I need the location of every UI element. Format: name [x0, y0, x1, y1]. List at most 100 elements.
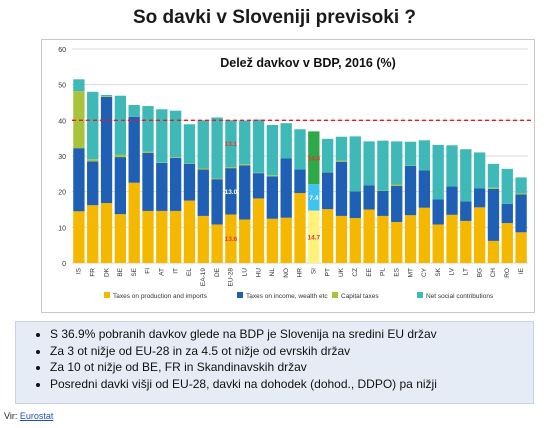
bar-segment	[114, 154, 127, 158]
y-tick-label: 0	[62, 261, 66, 268]
bar-segment	[349, 218, 361, 263]
x-tick-label: NL	[269, 268, 276, 277]
bar-segment	[128, 104, 140, 117]
x-tick-label: PL	[380, 268, 387, 276]
bar-segment	[515, 232, 527, 263]
x-tick-label: SE	[131, 267, 138, 276]
bar-segment	[349, 136, 361, 192]
x-tick-label: CH	[490, 268, 497, 278]
x-tick-label: EL	[186, 268, 193, 276]
x-tick-label: BE	[117, 267, 124, 276]
legend-label: Net social contributions	[426, 293, 494, 300]
slide-title: So davki v Sloveniji previsoki ?	[133, 7, 416, 28]
bar-segment	[114, 95, 127, 155]
notes-list: S 36.9% pobranih davkov glede na BDP je …	[34, 326, 533, 392]
bar-segment	[280, 158, 292, 218]
bar-segment	[266, 124, 279, 176]
data-label: 13.0	[225, 189, 238, 196]
bar-segment	[114, 157, 127, 215]
bar-segment	[266, 176, 279, 219]
bar-segment	[169, 157, 182, 211]
bar-segment	[308, 184, 320, 211]
x-tick-label: DK	[103, 267, 110, 277]
bar-segment	[128, 182, 140, 263]
bar-segment	[183, 200, 196, 263]
bar-segment	[432, 144, 444, 200]
x-tick-label: MT	[407, 268, 414, 277]
bar-segment	[460, 149, 472, 202]
bar-segment	[349, 191, 361, 219]
bar-segment	[197, 169, 209, 216]
bar-segment	[377, 140, 389, 191]
x-tick-label: NO	[283, 268, 290, 278]
x-tick-label: AT	[159, 268, 166, 276]
x-tick-label: SK	[435, 267, 442, 276]
bar-segment	[87, 91, 99, 160]
note-item: Za 3 ot nižje od EU-28 in za 4.5 ot nižj…	[50, 343, 533, 360]
data-label: 13.6	[225, 236, 238, 243]
bar-segment	[183, 124, 196, 164]
bar-segment	[211, 117, 223, 179]
legend-label: Taxes on production and imports	[113, 293, 208, 300]
bar-segment	[335, 136, 348, 161]
bar-segment	[239, 219, 251, 263]
bar-segment	[100, 96, 113, 204]
bar-segment	[335, 160, 348, 162]
bar-segment	[391, 184, 403, 186]
bar-segment	[225, 167, 237, 169]
data-label: 14.8	[307, 155, 320, 162]
y-tick-label: 20	[58, 190, 66, 197]
bar-segment	[239, 164, 251, 166]
bar-segment	[446, 186, 458, 215]
bar-segment	[142, 151, 154, 153]
bar-segment	[404, 215, 417, 263]
x-tick-label: LU	[241, 268, 248, 277]
x-tick-label: LV	[449, 267, 456, 275]
bar-segment	[335, 161, 348, 216]
x-tick-label: EU-28	[228, 268, 235, 287]
legend-label: Capital taxes	[341, 293, 379, 300]
chart-frame: 0 10 20 30 40 50 60 Delež davkov v BDP, 2016 (%…	[41, 39, 535, 313]
bar-segment	[321, 209, 334, 263]
bar-segment	[252, 119, 265, 173]
bar-segment	[100, 203, 113, 263]
bar-segment	[487, 240, 500, 263]
bar-segment	[280, 217, 292, 263]
bar-segment	[515, 177, 527, 194]
bar-segment	[114, 214, 127, 263]
x-tick-label: FI	[145, 268, 152, 274]
legend-swatch	[237, 292, 243, 298]
bar-segment	[266, 218, 279, 263]
legend-swatch	[332, 292, 338, 298]
bar-segment	[87, 159, 99, 162]
bar-segment	[473, 207, 486, 263]
chart-title: Delež davkov v BDP, 2016 (%)	[220, 56, 396, 70]
bar-segment	[294, 169, 306, 194]
note-item: Za 10 ot nižje od BE, FR in Skandinavski…	[50, 359, 533, 376]
x-tick-label: DE	[214, 267, 221, 277]
bar-segment	[501, 223, 513, 263]
x-tick-label: UK	[338, 267, 345, 277]
bar-segment	[294, 129, 306, 170]
bar-segment	[252, 173, 265, 199]
bar-segment	[87, 205, 99, 263]
data-label: 7.4	[309, 195, 318, 202]
bar-segment	[142, 210, 154, 263]
bar-segment	[418, 207, 431, 263]
bar-segment	[446, 214, 458, 263]
bar-segment	[321, 138, 334, 173]
legend-label: Taxes on income, wealth etc	[246, 293, 328, 300]
bar-segment	[225, 168, 237, 215]
bar-segment	[363, 185, 375, 210]
bar-segment	[473, 188, 486, 208]
bar-segment	[197, 120, 209, 169]
bar-segment	[73, 79, 85, 92]
bar-segment	[473, 152, 486, 189]
bar-segment	[391, 141, 403, 185]
bar-segment	[460, 220, 472, 263]
bar-segment	[239, 120, 251, 165]
bar-segment	[156, 210, 168, 263]
bar-segment	[169, 157, 182, 158]
bar-segment	[404, 165, 417, 216]
source-link[interactable]: Eurostat	[19, 411, 54, 421]
